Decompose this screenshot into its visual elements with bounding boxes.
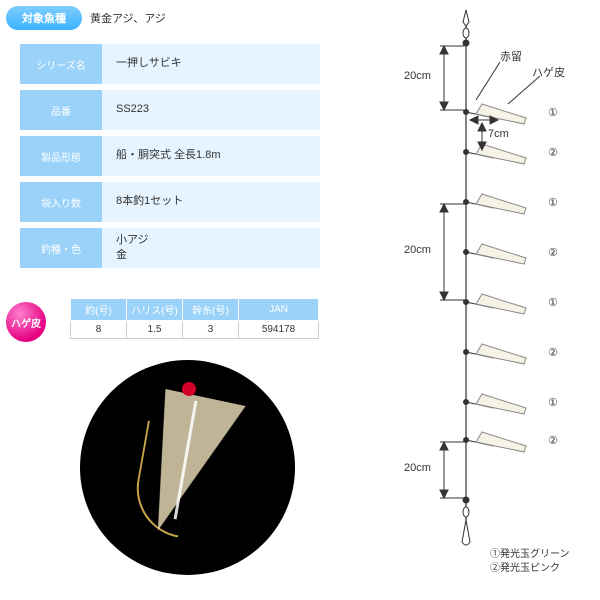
table-row: 品番SS223 xyxy=(20,90,320,130)
spec-value: 一押しサビキ xyxy=(102,44,320,84)
lure xyxy=(464,144,527,164)
th-haris: ハリス(号) xyxy=(127,299,183,321)
rig-svg xyxy=(380,0,600,600)
td-haris: 1.5 xyxy=(127,321,183,339)
dim-bot: 20cm xyxy=(404,462,431,474)
td-jan: 594178 xyxy=(239,321,319,339)
lure xyxy=(464,344,527,364)
th-hook: 釣(号) xyxy=(71,299,127,321)
spec-value: 8本釣1セット xyxy=(102,182,320,222)
label-red: 赤留 xyxy=(500,48,522,64)
legend: ①発光玉グリーン ②発光玉ピンク xyxy=(490,548,570,576)
spec-label: 品番 xyxy=(20,90,102,130)
table-row: 8 1.5 3 594178 xyxy=(71,321,319,339)
dim-top: 20cm xyxy=(404,70,431,82)
label-hage: ハゲ皮 xyxy=(532,64,565,80)
th-jan: JAN xyxy=(239,299,319,321)
td-hook: 8 xyxy=(71,321,127,339)
spec-value: 船・胴突式 全長1.8m xyxy=(102,136,320,176)
lure xyxy=(464,294,527,314)
target-fish-badge: 対象魚種 xyxy=(6,6,82,30)
dim-7: 7cm xyxy=(488,128,509,140)
mark: ② xyxy=(548,346,558,359)
material-badge: ハゲ皮 xyxy=(6,302,46,342)
mark: ① xyxy=(548,106,558,119)
th-miki: 幹糸(号) xyxy=(183,299,239,321)
spec-label: 釣種・色 xyxy=(20,228,102,268)
table-row: 製品形態船・胴突式 全長1.8m xyxy=(20,136,320,176)
mark: ① xyxy=(548,296,558,309)
spec-value: 小アジ 金 xyxy=(102,228,320,268)
legend-1: ①発光玉グリーン xyxy=(490,548,570,562)
spec-table: シリーズ名一押しサビキ 品番SS223 製品形態船・胴突式 全長1.8m 袋入り… xyxy=(20,38,320,274)
size-table: 釣(号) ハリス(号) 幹糸(号) JAN 8 1.5 3 594178 xyxy=(70,298,319,339)
table-row: 釣(号) ハリス(号) 幹糸(号) JAN xyxy=(71,299,319,321)
target-fish-value: 黄金アジ、アジ xyxy=(90,10,166,26)
product-photo xyxy=(80,360,295,575)
bead-red xyxy=(182,382,196,396)
mark: ② xyxy=(548,246,558,259)
rig-diagram: 20cm 7cm 20cm 20cm 赤留 ハゲ皮 ① ② ① ② ① ② ① … xyxy=(380,0,600,600)
badge-row: ハゲ皮 釣(号) ハリス(号) 幹糸(号) JAN 8 1.5 3 594178 xyxy=(6,298,319,342)
legend-2: ②発光玉ピンク xyxy=(490,562,570,576)
lure xyxy=(464,394,527,414)
lure xyxy=(464,432,527,452)
mark: ② xyxy=(548,434,558,447)
spec-value: SS223 xyxy=(102,90,320,130)
table-row: 釣種・色小アジ 金 xyxy=(20,228,320,268)
lure xyxy=(464,244,527,264)
table-row: 袋入り数8本釣1セット xyxy=(20,182,320,222)
mark: ① xyxy=(548,196,558,209)
mark: ② xyxy=(548,146,558,159)
spec-label: シリーズ名 xyxy=(20,44,102,84)
td-miki: 3 xyxy=(183,321,239,339)
lure-film xyxy=(136,389,245,543)
target-fish-row: 対象魚種 黄金アジ、アジ xyxy=(6,6,370,30)
spec-label: 製品形態 xyxy=(20,136,102,176)
spec-label: 袋入り数 xyxy=(20,182,102,222)
table-row: シリーズ名一押しサビキ xyxy=(20,44,320,84)
mark: ① xyxy=(548,396,558,409)
dim-mid: 20cm xyxy=(404,244,431,256)
lure xyxy=(464,194,527,214)
